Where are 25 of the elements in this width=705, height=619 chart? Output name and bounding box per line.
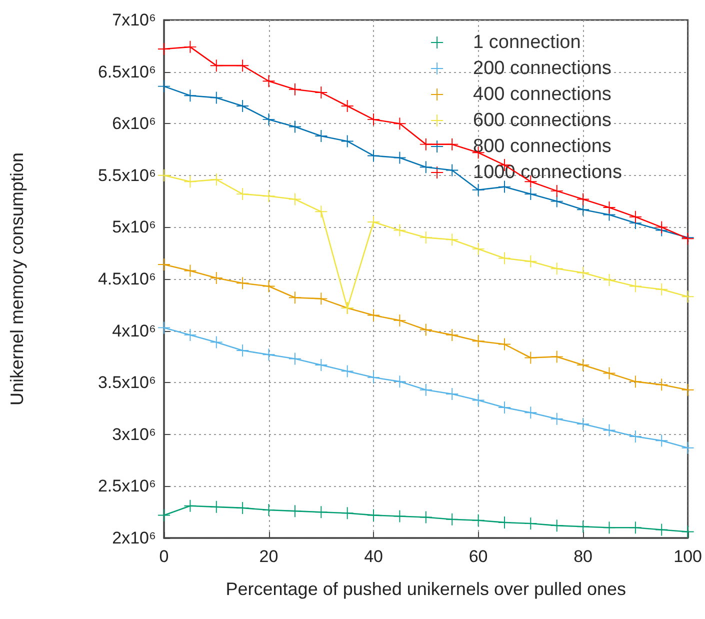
x-tick-label: 20	[259, 547, 278, 566]
y-axis-title: Unikernel memory consumption	[7, 152, 27, 406]
y-tick-label: 2.5x10⁶	[98, 476, 156, 496]
y-tick-label: 5.5x10⁶	[98, 166, 156, 185]
legend-label: 1000 connections	[473, 162, 622, 183]
x-axis-title: Percentage of pushed unikernels over pulled ones	[226, 579, 626, 599]
x-tick-label: 100	[674, 547, 702, 566]
legend-label: 800 connections	[473, 136, 612, 157]
x-tick-label: 60	[468, 547, 488, 566]
y-tick-label: 6.5x10⁶	[98, 62, 156, 82]
legend-label: 1 connection	[473, 32, 581, 53]
y-tick-label: 4.5x10⁶	[98, 270, 156, 288]
y-tick-label: 3.5x10⁶	[98, 373, 156, 392]
legend-label: 200 connections	[473, 58, 612, 79]
y-tick-label: 2x10⁶	[112, 528, 156, 548]
y-tick-label: 3x10⁶	[112, 424, 156, 444]
legend-label: 600 connections	[473, 110, 612, 131]
y-tick-label: 7x10⁶	[112, 10, 156, 30]
y-tick-label: 6x10⁶	[112, 114, 156, 134]
x-tick-label: 80	[574, 547, 593, 566]
y-tick-label: 4x10⁶	[112, 321, 156, 340]
legend-label: 400 connections	[473, 84, 612, 105]
x-tick-label: 40	[364, 547, 383, 566]
x-tick-label: 0	[159, 547, 169, 566]
y-tick-label: 5x10⁶	[112, 218, 156, 237]
